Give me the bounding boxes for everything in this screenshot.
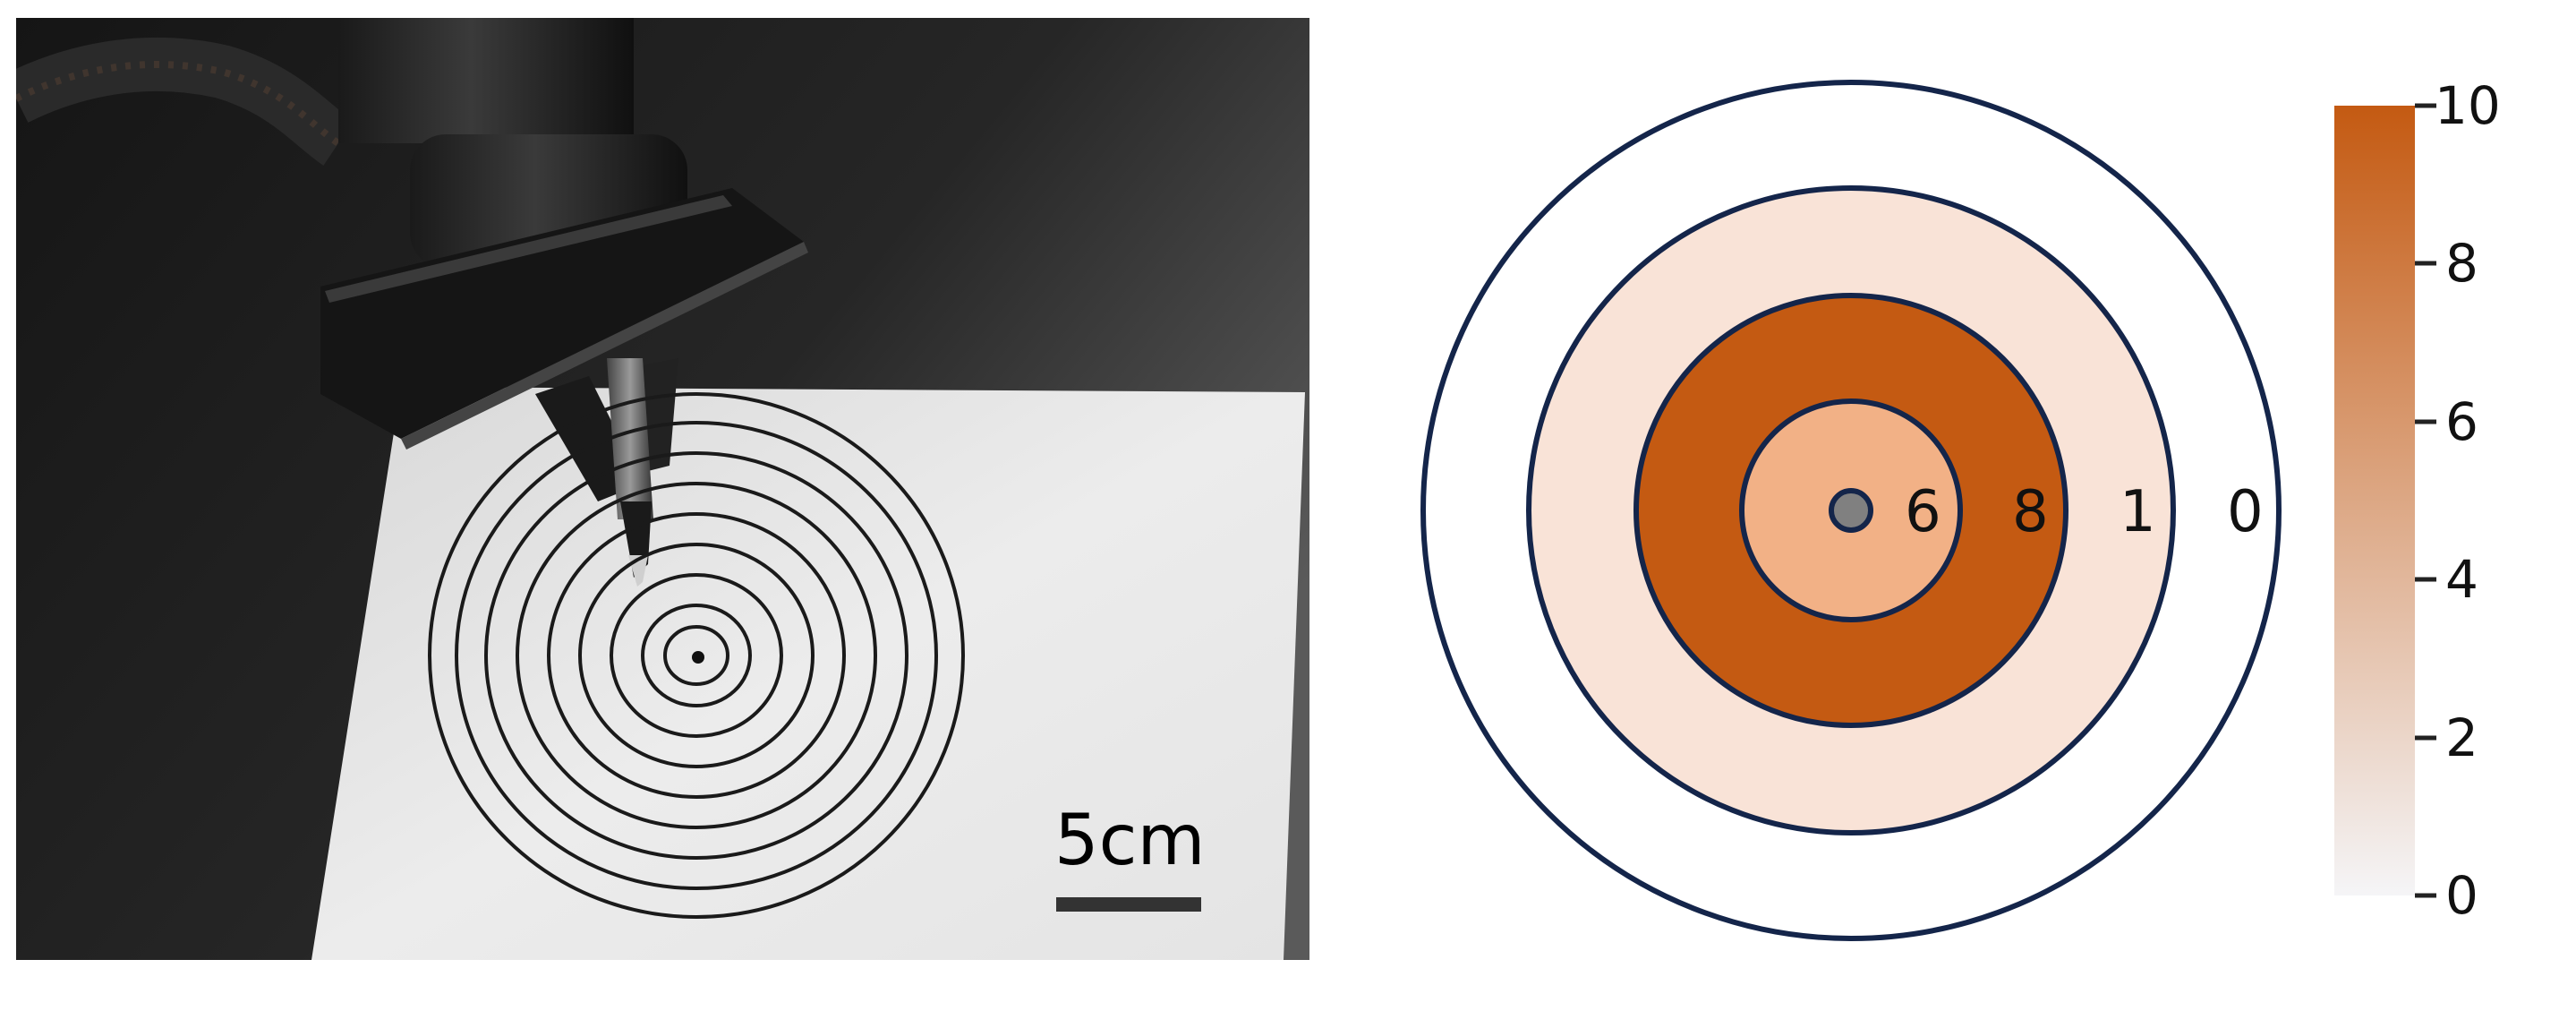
- center-dot: [692, 651, 704, 664]
- ring-value-outer: 0: [2227, 479, 2264, 545]
- ring-value-third: 1: [2120, 479, 2156, 545]
- colorbar-tick-label: 0: [2445, 865, 2478, 926]
- colorbar-tick-label: 2: [2445, 707, 2478, 768]
- scale-bar: [1056, 897, 1201, 912]
- ring-value-second: 8: [2012, 479, 2049, 545]
- colorbar-tick-label: 8: [2445, 233, 2478, 294]
- gripper-plate: [320, 188, 804, 439]
- robot-head: [338, 18, 634, 143]
- photo-panel: 5cm: [16, 18, 1309, 960]
- colorbar-tick-label: 4: [2445, 549, 2478, 610]
- robot-drawing-photo: [16, 18, 1309, 960]
- scale-bar-label: 5cm: [1054, 801, 1206, 881]
- paper-sheet: [311, 387, 1305, 960]
- colorbar-ticks: [2415, 103, 2436, 898]
- ring-value-inner: 6: [1905, 479, 1941, 545]
- target-panel: 6 8 1 0 0 2 4 6 8 10: [1396, 63, 2569, 958]
- colorbar-tick-label: 10: [2435, 75, 2501, 136]
- colorbar-tick-label: 6: [2445, 391, 2478, 452]
- colorbar: [2334, 106, 2415, 895]
- drawn-circles: [428, 392, 965, 919]
- center-marker: [1829, 488, 1873, 533]
- target-diagram: 6 8 1 0 0 2 4 6 8 10: [1420, 75, 2501, 941]
